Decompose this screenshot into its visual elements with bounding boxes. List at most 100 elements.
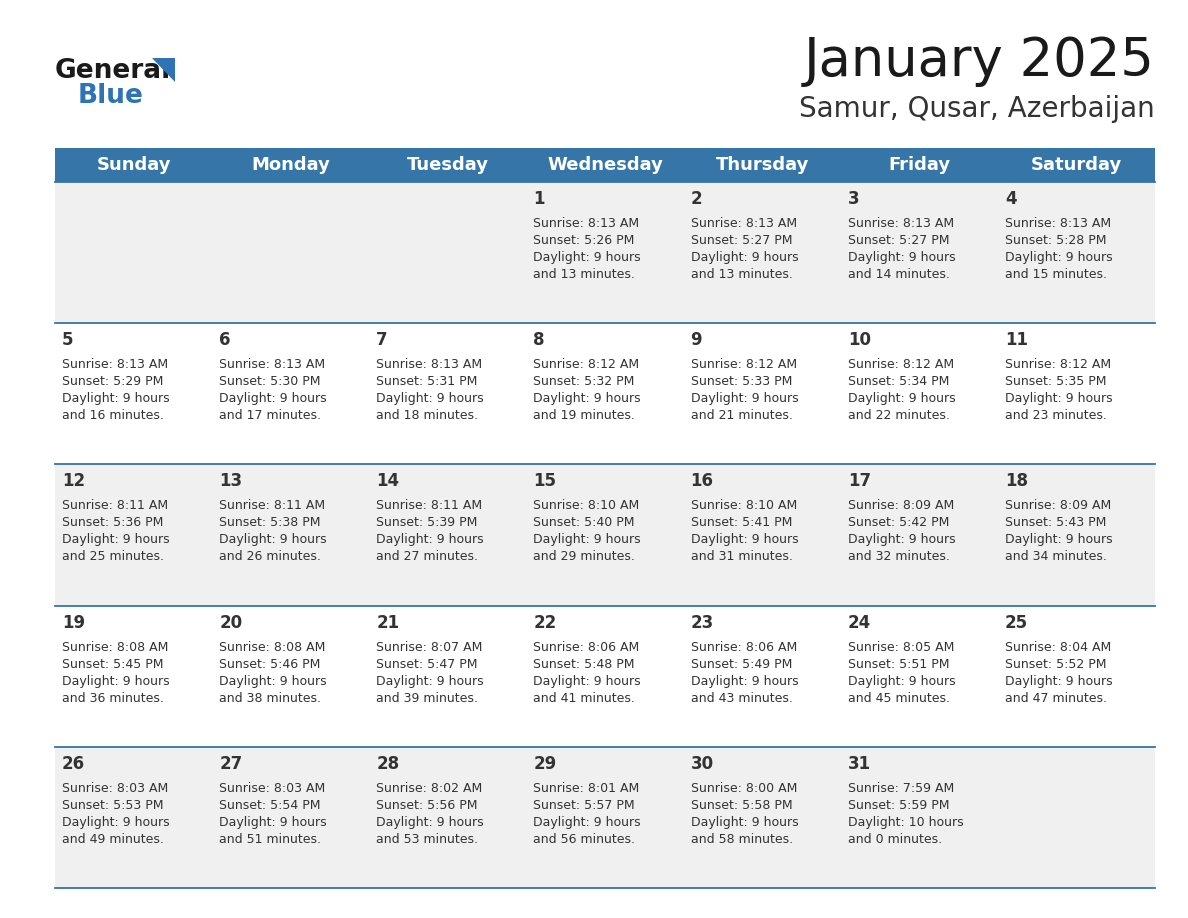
Text: and 36 minutes.: and 36 minutes.: [62, 691, 164, 705]
Text: Thursday: Thursday: [715, 156, 809, 174]
Text: Friday: Friday: [889, 156, 950, 174]
Text: 5: 5: [62, 331, 74, 349]
Text: 24: 24: [848, 613, 871, 632]
Text: Sunrise: 8:00 AM: Sunrise: 8:00 AM: [690, 782, 797, 795]
Text: 11: 11: [1005, 331, 1028, 349]
Text: Daylight: 9 hours: Daylight: 9 hours: [62, 816, 170, 829]
Bar: [55, 747, 1155, 888]
Text: Saturday: Saturday: [1031, 156, 1121, 174]
Bar: [55, 148, 1155, 182]
Text: and 27 minutes.: and 27 minutes.: [377, 551, 479, 564]
Text: Daylight: 9 hours: Daylight: 9 hours: [533, 392, 642, 405]
Text: Wednesday: Wednesday: [546, 156, 663, 174]
Text: and 13 minutes.: and 13 minutes.: [533, 268, 636, 281]
Text: Sunset: 5:45 PM: Sunset: 5:45 PM: [62, 657, 164, 671]
Text: Sunset: 5:59 PM: Sunset: 5:59 PM: [848, 799, 949, 812]
Text: Sunrise: 8:13 AM: Sunrise: 8:13 AM: [690, 217, 797, 230]
Text: 8: 8: [533, 331, 545, 349]
Text: Sunset: 5:52 PM: Sunset: 5:52 PM: [1005, 657, 1106, 671]
Text: Sunset: 5:53 PM: Sunset: 5:53 PM: [62, 799, 164, 812]
Text: and 14 minutes.: and 14 minutes.: [848, 268, 949, 281]
Text: January 2025: January 2025: [804, 35, 1155, 87]
Bar: [55, 465, 1155, 606]
Text: Daylight: 9 hours: Daylight: 9 hours: [1005, 251, 1112, 264]
Text: 21: 21: [377, 613, 399, 632]
Text: Sunset: 5:27 PM: Sunset: 5:27 PM: [690, 234, 792, 247]
Text: Sunset: 5:33 PM: Sunset: 5:33 PM: [690, 375, 792, 388]
Text: Sunset: 5:40 PM: Sunset: 5:40 PM: [533, 517, 634, 530]
Text: Sunset: 5:32 PM: Sunset: 5:32 PM: [533, 375, 634, 388]
Bar: [55, 323, 1155, 465]
Text: 26: 26: [62, 755, 86, 773]
Text: 17: 17: [848, 473, 871, 490]
Text: Sunrise: 8:13 AM: Sunrise: 8:13 AM: [377, 358, 482, 371]
Text: 10: 10: [848, 331, 871, 349]
Text: Daylight: 9 hours: Daylight: 9 hours: [377, 675, 484, 688]
Text: 1: 1: [533, 190, 545, 208]
Text: and 51 minutes.: and 51 minutes.: [219, 833, 321, 845]
Polygon shape: [152, 58, 175, 82]
Text: and 41 minutes.: and 41 minutes.: [533, 691, 636, 705]
Text: 2: 2: [690, 190, 702, 208]
Text: Daylight: 9 hours: Daylight: 9 hours: [62, 675, 170, 688]
Text: and 32 minutes.: and 32 minutes.: [848, 551, 949, 564]
Text: Sunrise: 8:12 AM: Sunrise: 8:12 AM: [1005, 358, 1111, 371]
Text: Sunrise: 8:08 AM: Sunrise: 8:08 AM: [62, 641, 169, 654]
Text: and 23 minutes.: and 23 minutes.: [1005, 409, 1107, 422]
Text: Sunset: 5:46 PM: Sunset: 5:46 PM: [219, 657, 321, 671]
Text: Sunset: 5:48 PM: Sunset: 5:48 PM: [533, 657, 634, 671]
Text: Sunrise: 8:13 AM: Sunrise: 8:13 AM: [848, 217, 954, 230]
Text: Sunset: 5:56 PM: Sunset: 5:56 PM: [377, 799, 478, 812]
Text: Sunrise: 8:09 AM: Sunrise: 8:09 AM: [848, 499, 954, 512]
Text: Daylight: 9 hours: Daylight: 9 hours: [690, 816, 798, 829]
Text: Sunset: 5:42 PM: Sunset: 5:42 PM: [848, 517, 949, 530]
Text: Tuesday: Tuesday: [406, 156, 488, 174]
Text: Daylight: 9 hours: Daylight: 9 hours: [1005, 533, 1112, 546]
Text: 22: 22: [533, 613, 557, 632]
Text: Daylight: 9 hours: Daylight: 9 hours: [848, 392, 955, 405]
Text: 9: 9: [690, 331, 702, 349]
Text: Sunrise: 8:01 AM: Sunrise: 8:01 AM: [533, 782, 639, 795]
Text: Sunset: 5:34 PM: Sunset: 5:34 PM: [848, 375, 949, 388]
Text: Daylight: 9 hours: Daylight: 9 hours: [62, 533, 170, 546]
Bar: [55, 182, 1155, 323]
Text: Sunset: 5:41 PM: Sunset: 5:41 PM: [690, 517, 792, 530]
Text: Sunday: Sunday: [96, 156, 171, 174]
Bar: [55, 606, 1155, 747]
Text: Sunrise: 8:02 AM: Sunrise: 8:02 AM: [377, 782, 482, 795]
Text: Sunrise: 8:12 AM: Sunrise: 8:12 AM: [690, 358, 797, 371]
Text: Daylight: 9 hours: Daylight: 9 hours: [377, 816, 484, 829]
Text: Daylight: 9 hours: Daylight: 9 hours: [690, 675, 798, 688]
Text: Sunset: 5:29 PM: Sunset: 5:29 PM: [62, 375, 164, 388]
Text: Sunrise: 8:13 AM: Sunrise: 8:13 AM: [219, 358, 326, 371]
Text: Sunrise: 8:03 AM: Sunrise: 8:03 AM: [62, 782, 169, 795]
Text: and 17 minutes.: and 17 minutes.: [219, 409, 321, 422]
Text: Sunset: 5:39 PM: Sunset: 5:39 PM: [377, 517, 478, 530]
Text: Daylight: 9 hours: Daylight: 9 hours: [848, 675, 955, 688]
Text: 25: 25: [1005, 613, 1028, 632]
Text: Sunrise: 8:05 AM: Sunrise: 8:05 AM: [848, 641, 954, 654]
Text: Daylight: 9 hours: Daylight: 9 hours: [377, 392, 484, 405]
Text: Sunset: 5:36 PM: Sunset: 5:36 PM: [62, 517, 164, 530]
Text: and 22 minutes.: and 22 minutes.: [848, 409, 949, 422]
Text: Daylight: 9 hours: Daylight: 9 hours: [62, 392, 170, 405]
Text: Daylight: 9 hours: Daylight: 9 hours: [1005, 392, 1112, 405]
Text: 12: 12: [62, 473, 86, 490]
Text: Sunrise: 8:03 AM: Sunrise: 8:03 AM: [219, 782, 326, 795]
Text: Sunrise: 8:06 AM: Sunrise: 8:06 AM: [690, 641, 797, 654]
Text: Sunrise: 8:08 AM: Sunrise: 8:08 AM: [219, 641, 326, 654]
Text: and 56 minutes.: and 56 minutes.: [533, 833, 636, 845]
Text: and 38 minutes.: and 38 minutes.: [219, 691, 321, 705]
Text: Blue: Blue: [78, 83, 144, 109]
Text: and 31 minutes.: and 31 minutes.: [690, 551, 792, 564]
Text: and 49 minutes.: and 49 minutes.: [62, 833, 164, 845]
Text: Sunrise: 8:11 AM: Sunrise: 8:11 AM: [377, 499, 482, 512]
Text: 7: 7: [377, 331, 388, 349]
Text: Sunrise: 8:13 AM: Sunrise: 8:13 AM: [1005, 217, 1111, 230]
Text: Sunset: 5:49 PM: Sunset: 5:49 PM: [690, 657, 792, 671]
Text: Sunrise: 8:11 AM: Sunrise: 8:11 AM: [219, 499, 326, 512]
Text: 14: 14: [377, 473, 399, 490]
Text: and 13 minutes.: and 13 minutes.: [690, 268, 792, 281]
Text: 20: 20: [219, 613, 242, 632]
Text: Sunset: 5:31 PM: Sunset: 5:31 PM: [377, 375, 478, 388]
